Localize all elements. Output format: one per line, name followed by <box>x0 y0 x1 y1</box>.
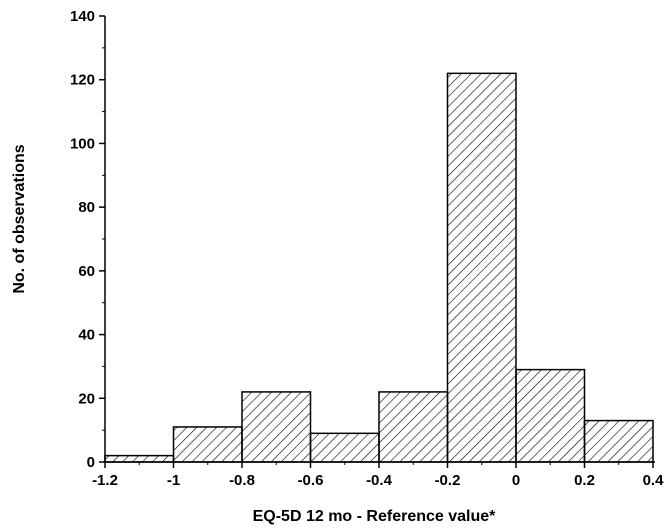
x-tick-label: -0.6 <box>298 472 324 489</box>
x-tick-label: 0 <box>512 472 520 489</box>
x-axis-label: EQ-5D 12 mo - Reference value* <box>253 508 497 525</box>
x-tick-label: 0.2 <box>574 472 595 489</box>
y-axis-label: No. of observations <box>11 144 28 293</box>
y-tick-label: 120 <box>70 72 95 89</box>
x-tick-label: -1.2 <box>92 472 118 489</box>
y-tick-label: 80 <box>78 199 95 216</box>
y-tick-labels: 0 20 40 60 80 100 120 140 <box>70 8 95 471</box>
x-tick-label: -0.2 <box>435 472 461 489</box>
bar-2 <box>241 391 312 463</box>
x-tick-label: -1 <box>167 472 180 489</box>
x-tick-label: -0.4 <box>366 472 393 489</box>
bar-3 <box>309 432 380 463</box>
bar-7 <box>583 419 654 463</box>
bars-group <box>104 72 654 463</box>
y-tick-label: 0 <box>87 454 95 471</box>
bar-1 <box>172 426 243 463</box>
bar-4 <box>378 391 449 463</box>
y-tick-label: 40 <box>78 327 95 344</box>
y-tick-label: 60 <box>78 263 95 280</box>
x-tick-label: 0.4 <box>643 472 665 489</box>
axes-group <box>99 15 655 468</box>
y-tick-label: 20 <box>78 390 95 407</box>
x-tick-labels: -1.2 -1 -0.8 -0.6 -0.4 -0.2 0 0.2 0.4 <box>92 472 664 489</box>
bar-6 <box>515 368 586 463</box>
bar-0 <box>104 454 175 463</box>
x-tick-label: -0.8 <box>229 472 255 489</box>
y-tick-label: 140 <box>70 8 95 25</box>
y-tick-label: 100 <box>70 135 95 152</box>
bar-5 <box>446 72 517 463</box>
